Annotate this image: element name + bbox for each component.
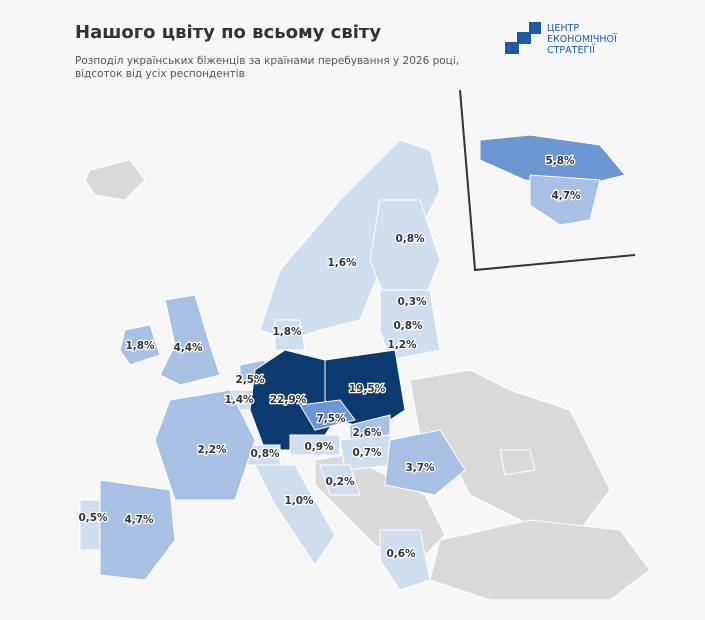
logo-line: СТРАТЕГІЇ: [547, 45, 595, 56]
label-portugal: 0,5%: [78, 512, 108, 524]
label-norway: 1,6%: [327, 257, 357, 269]
label-lithuania: 1,2%: [387, 339, 417, 351]
italy: [254, 464, 336, 566]
label-denmark: 1,8%: [272, 326, 302, 338]
label-italy: 1,0%: [284, 495, 314, 507]
label-hungary: 0,7%: [352, 447, 382, 459]
subtitle: Розподіл українських біженців за країнам…: [75, 55, 460, 80]
croatia: [319, 464, 361, 496]
label-finland: 0,8%: [395, 233, 425, 245]
baltics: [379, 289, 441, 361]
page-title: Нашого цвіту по всьому світу: [75, 22, 382, 43]
iceland: [84, 159, 146, 201]
greece: [379, 529, 431, 591]
label-croatia: 0,2%: [325, 476, 355, 488]
turkey: [429, 519, 651, 601]
logo-line: ЕКОНОМІЧНОЇ: [547, 34, 617, 45]
label-canada: 5,8%: [545, 155, 575, 167]
label-austria: 0,9%: [304, 441, 334, 453]
norway-sweden: [259, 139, 441, 341]
label-usa: 4,7%: [551, 190, 581, 202]
romania: [384, 429, 466, 496]
spain: [99, 479, 176, 581]
label-uk: 4,4%: [173, 342, 203, 354]
austria: [289, 434, 341, 456]
logo: ЦЕНТР ЕКОНОМІЧНОЇ СТРАТЕГІЇ: [505, 22, 617, 56]
france: [154, 389, 256, 501]
ireland: [119, 324, 161, 366]
logo-line: ЦЕНТР: [547, 23, 580, 34]
label-spain: 4,7%: [124, 514, 154, 526]
label-poland: 19,5%: [349, 383, 386, 395]
canada: [479, 134, 626, 186]
label-greece: 0,6%: [386, 548, 416, 560]
label-france: 2,2%: [197, 444, 227, 456]
label-czechia: 7,5%: [316, 413, 346, 425]
label-romania: 3,7%: [405, 462, 435, 474]
czechia: [299, 399, 356, 431]
label-slovakia: 2,6%: [352, 427, 382, 439]
label-netherlands: 2,5%: [235, 374, 265, 386]
value-labels: 5,8% 4,7% 1,6% 0,8% 0,3% 0,8% 1,2% 1,8% …: [77, 154, 582, 562]
united-kingdom: [159, 294, 221, 386]
label-ireland: 1,8%: [125, 340, 155, 352]
label-estonia: 0,3%: [397, 296, 427, 308]
label-switzerland: 0,8%: [250, 448, 280, 460]
label-belgium: 1,4%: [224, 394, 254, 406]
usa: [529, 174, 601, 226]
logo-mark-icon: [505, 22, 541, 54]
label-germany: 22,9%: [270, 394, 307, 406]
denmark: [274, 319, 306, 351]
moldova: [499, 449, 536, 476]
label-latvia: 0,8%: [393, 320, 423, 332]
inset-frame: [459, 89, 636, 272]
countries: [79, 139, 466, 591]
